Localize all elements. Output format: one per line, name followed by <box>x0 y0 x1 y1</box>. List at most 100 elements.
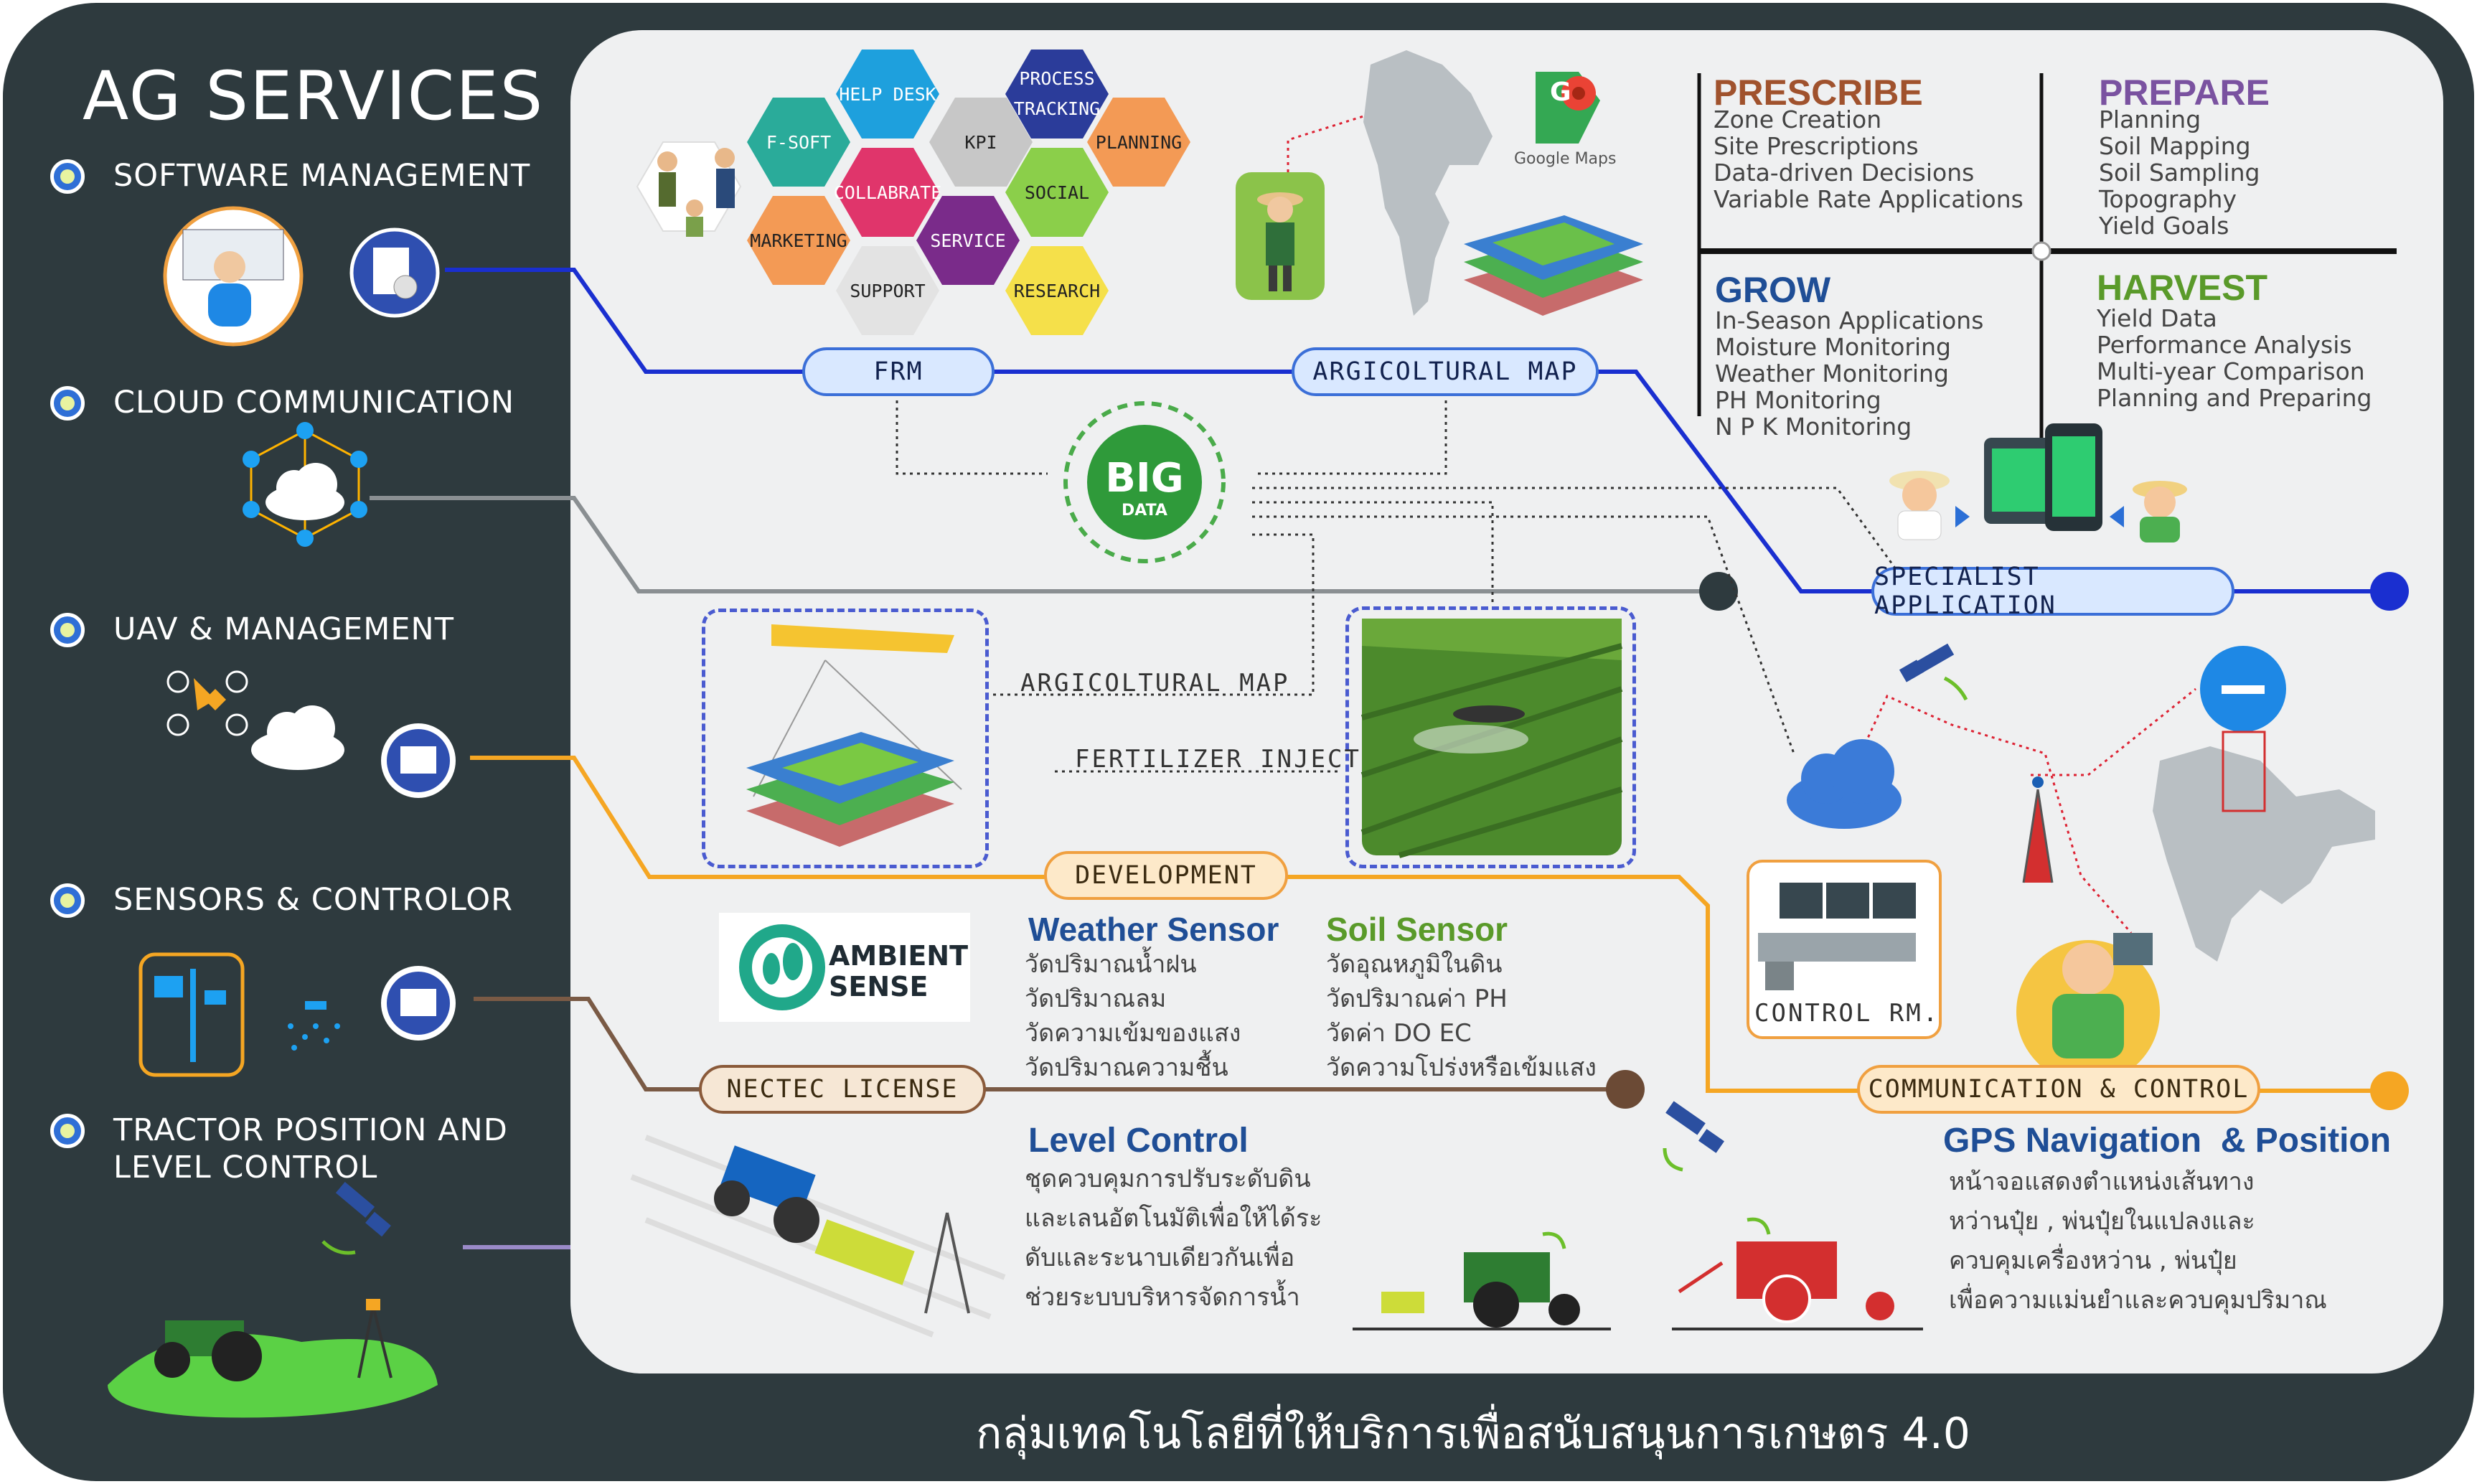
operator-icon <box>2016 933 2160 1084</box>
sensor-screen-icon <box>381 966 456 1041</box>
ambient-sense-logo <box>719 913 970 1022</box>
blue-end-node <box>2370 572 2409 611</box>
drone-icon <box>166 670 248 736</box>
dotted-link <box>983 533 1315 696</box>
weather-sensor-list: วัดปริมาณน้ำฝน วัดปริมาณลม วัดความเข้มขอ… <box>1025 950 1241 1082</box>
frm-pill[interactable]: FRM <box>802 347 995 396</box>
orange-connector-line <box>470 756 2389 1093</box>
communication-control-pill[interactable]: COMMUNICATION & CONTROL <box>1857 1065 2260 1114</box>
prepare-list: Planning Soil Mapping Soil Sampling Topo… <box>2099 105 2260 240</box>
satellite-icon <box>1899 643 1968 701</box>
dotted-link <box>1252 487 1896 568</box>
map-layers-icon <box>1464 215 1643 316</box>
harvest-title: HARVEST <box>2097 268 2268 308</box>
hex-tracking: TRACKING <box>1014 98 1100 119</box>
hex-service: SERVICE <box>930 230 1005 251</box>
level-control-tractor-icon <box>630 1135 1006 1338</box>
soil-sensor-title: Soil Sensor <box>1326 911 1508 948</box>
tractor-field-icon <box>108 1299 438 1418</box>
ambient-line2: SENSE <box>829 971 928 1002</box>
hex-planning: PLANNING <box>1096 132 1182 153</box>
gps-tractor-green-icon <box>1353 1231 1611 1330</box>
radio-tower-icon <box>2022 776 2054 883</box>
specialist-left-icon <box>1889 471 1970 540</box>
nectec-license-pill[interactable]: NECTEC LICENSE <box>699 1065 986 1114</box>
svg-text:BIG: BIG <box>1105 455 1183 502</box>
level-control-title: Level Control <box>1028 1122 1249 1160</box>
brown-end-node <box>1606 1070 1645 1109</box>
red-dotted-link <box>2031 687 2196 776</box>
level-control-list: ชุดควบคุมการปรับระดับดิน และเลนอัตโนมัติ… <box>1025 1165 1322 1312</box>
hex-research: RESEARCH <box>1014 281 1100 301</box>
bullet-icon <box>50 883 85 918</box>
footer-caption: กลุ่มเทคโนโลยีที่ให้บริการเพื่อสนับสนุนก… <box>976 1409 1970 1459</box>
grow-list: In-Season Applications Moisture Monitori… <box>1715 306 1984 441</box>
network-nodes-icon <box>243 422 367 547</box>
hex-social: SOCIAL <box>1025 182 1089 203</box>
uav-map-box <box>702 609 989 868</box>
gray-end-node <box>1699 572 1738 611</box>
dotted-link <box>1256 393 1447 475</box>
brown-connector-line <box>474 997 1625 1091</box>
agricultural-map-pill[interactable]: ARGICOLTURAL MAP <box>1292 347 1599 396</box>
hex-kpi: KPI <box>964 132 997 153</box>
svg-text:DATA: DATA <box>1122 502 1167 520</box>
prescribe-list: Zone Creation Site Prescriptions Data-dr… <box>1714 105 2024 213</box>
bullet-icon <box>50 386 85 421</box>
devices-icon <box>1984 423 2102 531</box>
hex-marketing: MARKETING <box>750 230 847 251</box>
specialist-right-icon <box>2110 481 2187 543</box>
ambient-line1: AMBIENT <box>829 940 968 972</box>
agricultural-map-label: ARGICOLTURAL MAP <box>1020 669 1290 698</box>
farmer-card-icon <box>1236 172 1325 300</box>
drone-field-image <box>1360 619 1623 858</box>
fertilizer-box <box>1345 606 1636 868</box>
thailand-map-top <box>1363 50 1493 316</box>
uav-screen-icon <box>381 723 456 798</box>
software-dashboard-icon <box>163 206 304 347</box>
dotted-link <box>1252 501 1494 606</box>
sprinkler-icon <box>288 1001 340 1051</box>
thailand-map-right <box>2153 746 2375 962</box>
prescribe-title: PRESCRIBE <box>1714 72 1923 113</box>
hex-process: PROCESS <box>1019 68 1094 89</box>
harvest-list: Yield Data Performance Analysis Multi-ye… <box>2097 304 2372 412</box>
farmers-icon <box>657 148 735 237</box>
gray-connector-line <box>370 496 1719 593</box>
control-room-label: CONTROL RM. <box>1754 999 1940 1028</box>
satellite-icon <box>321 1181 391 1255</box>
page-title: AG SERVICES <box>83 57 545 136</box>
big-data-icon: BIG DATA <box>1063 401 1226 563</box>
dotted-link <box>896 393 1048 475</box>
bullet-icon <box>50 1114 85 1148</box>
development-pill[interactable]: DEVELOPMENT <box>1044 851 1288 900</box>
red-dotted-link <box>1843 695 2133 934</box>
software-box-icon <box>349 227 440 318</box>
soil-sensor-list: วัดอุณหภูมิในดิน วัดปริมาณค่า PH วัดค่า … <box>1326 950 1597 1082</box>
drone-map-pin-icon <box>2200 646 2286 812</box>
gps-title: GPS Navigation & Position <box>1943 1122 2392 1160</box>
satellite-icon <box>1663 1101 1725 1172</box>
weather-sensor-title: Weather Sensor <box>1028 911 1279 948</box>
bullet-icon <box>50 159 85 194</box>
weather-station-icon <box>138 952 245 1077</box>
uav-mapping-icon <box>746 624 962 847</box>
bullet-icon <box>50 613 85 647</box>
hex-f-soft: F-SOFT <box>766 132 831 153</box>
white-cloud-icon <box>265 463 344 520</box>
gps-tractor-red-icon <box>1672 1217 1923 1330</box>
dotted-link <box>1252 515 1795 754</box>
service-honeycomb: HELP DESK PROCESS TRACKING F-SOFT KPI PL… <box>636 50 1190 335</box>
gps-list: หน้าจอแสดงตำแหน่งเส้นทาง หว่านปุ๋ย , พ่น… <box>1949 1168 2327 1315</box>
hex-collabrate: COLLABRATE <box>834 182 942 203</box>
google-maps-label: Google Maps <box>1514 150 1616 168</box>
orange-end-node <box>2370 1071 2409 1110</box>
hex-help-desk: HELP DESK <box>839 84 936 105</box>
google-maps-icon: G <box>1536 72 1600 144</box>
fertilizer-inject-label: FERTILIZER INJECT <box>1075 745 1361 774</box>
specialist-application-pill[interactable]: SPECIALIST APPLICATION <box>1871 563 2234 620</box>
cloud-icon <box>1787 739 1902 829</box>
uav-cloud-icon <box>251 705 344 770</box>
svg-text:G: G <box>1550 78 1571 107</box>
